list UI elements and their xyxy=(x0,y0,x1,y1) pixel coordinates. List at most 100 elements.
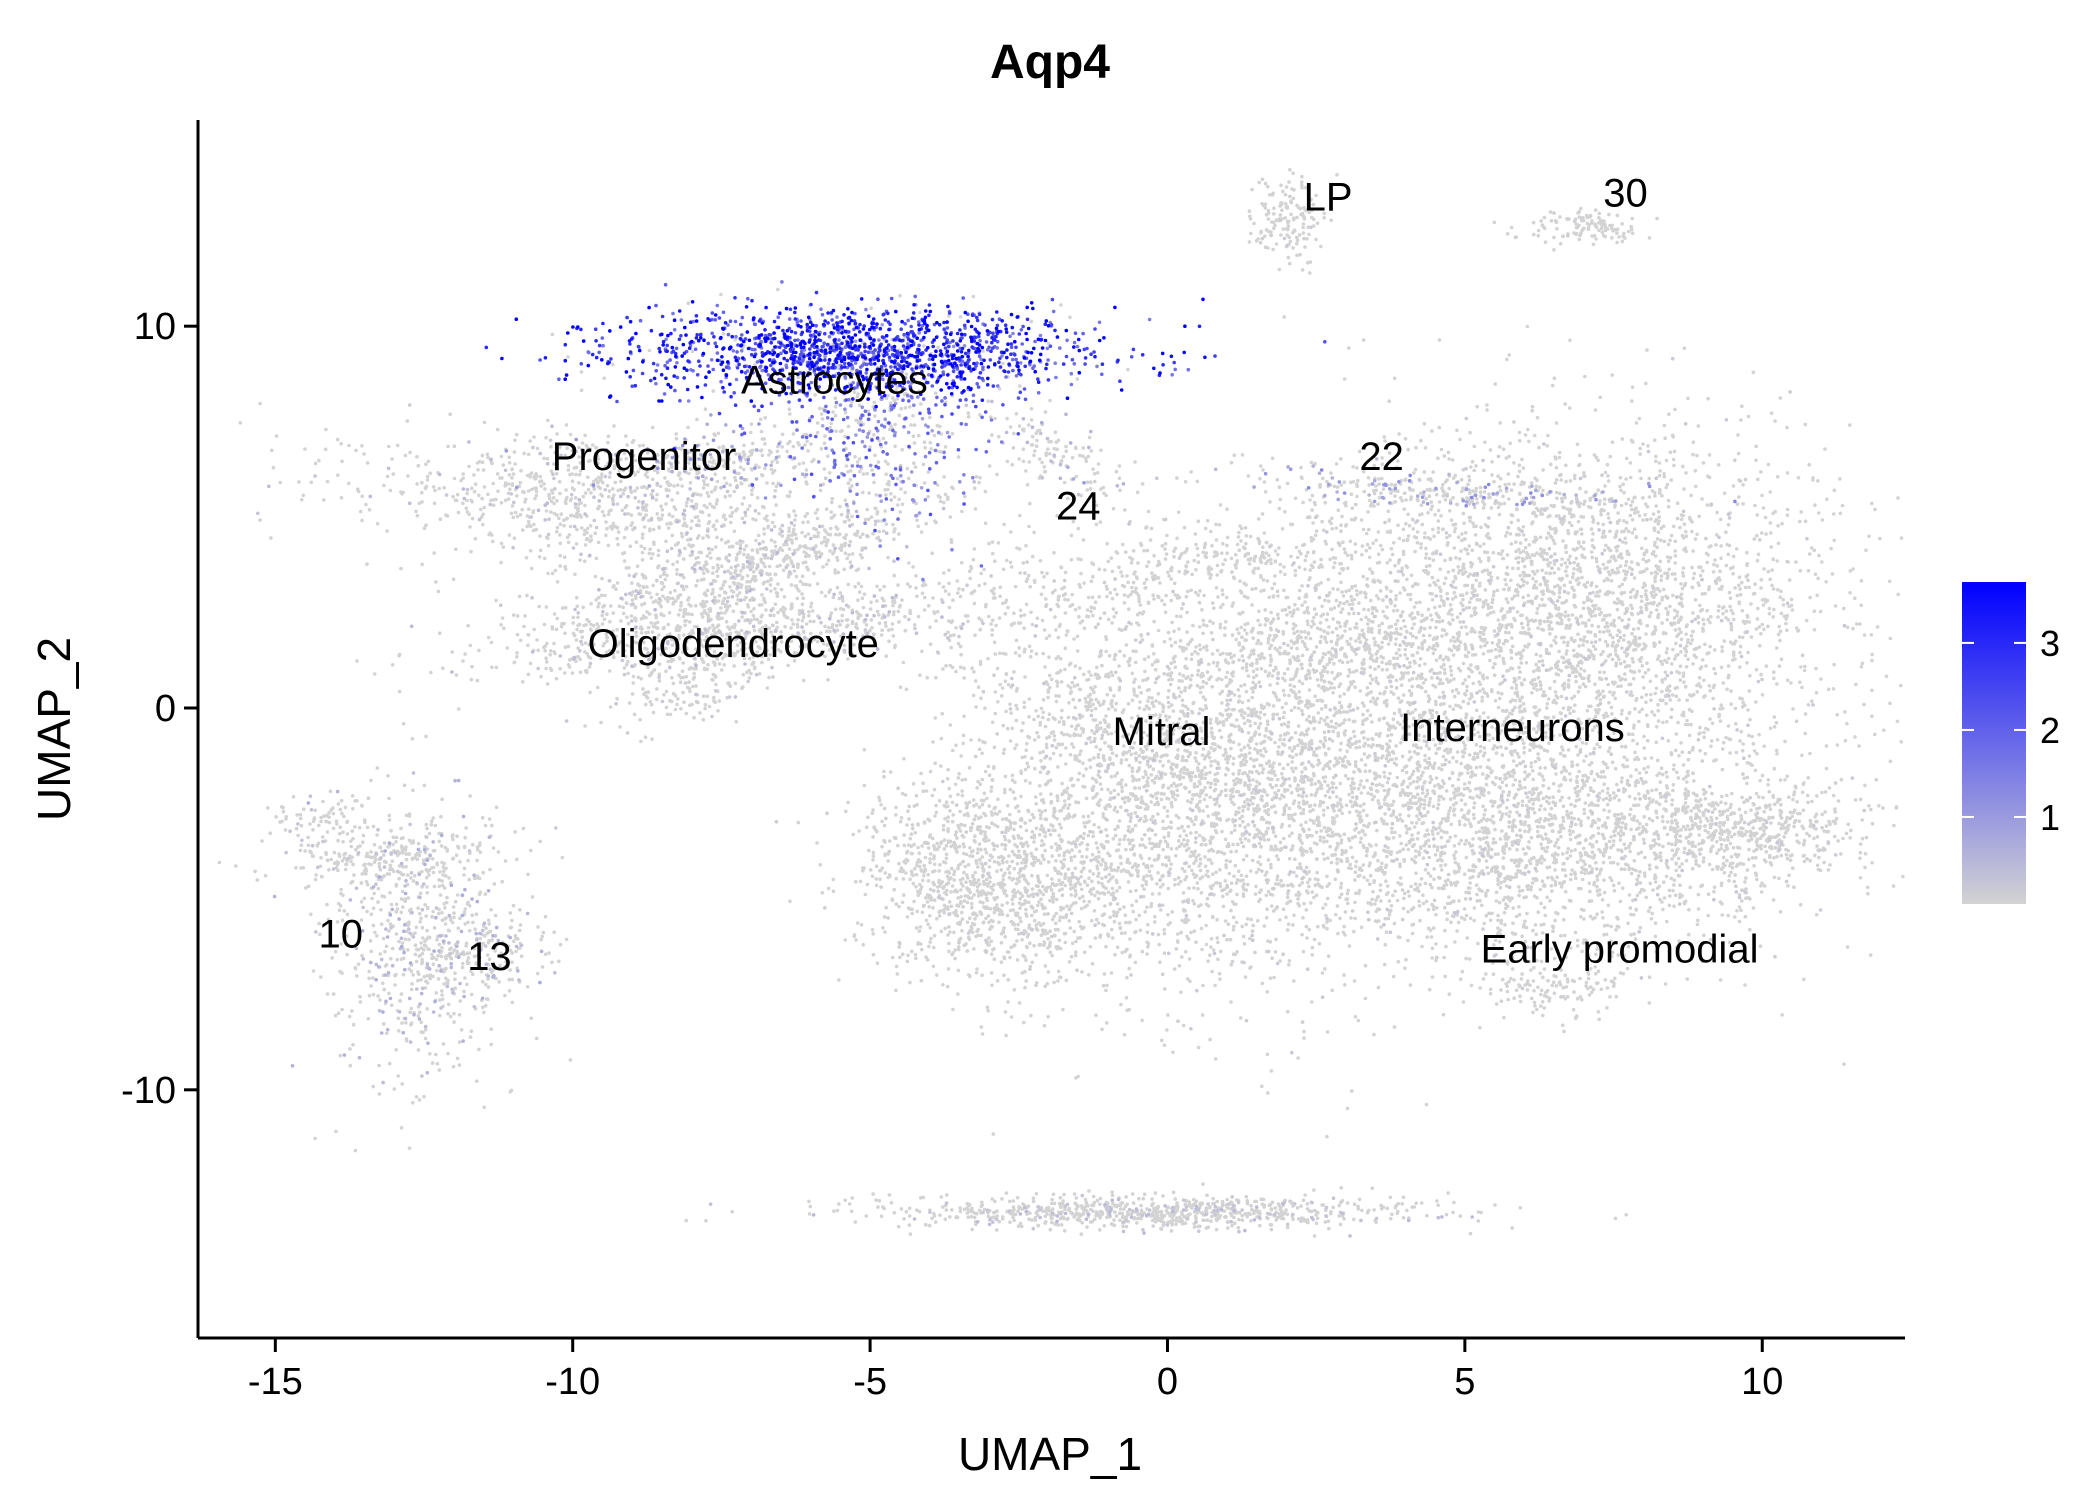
cell-point xyxy=(1708,453,1712,457)
cell-point xyxy=(1565,565,1569,569)
cell-point xyxy=(584,543,588,547)
cell-point xyxy=(1393,377,1397,381)
cell-point xyxy=(912,461,916,465)
cell-point xyxy=(1728,605,1732,609)
cell-point xyxy=(1578,454,1582,458)
cell-point xyxy=(758,603,762,607)
cell-point xyxy=(568,665,572,669)
cell-point xyxy=(1516,567,1520,571)
cell-point xyxy=(1264,182,1268,186)
cell-point xyxy=(1630,228,1634,232)
cell-point xyxy=(415,455,419,459)
cell-point xyxy=(1558,492,1562,496)
cell-point xyxy=(1071,456,1075,460)
cell-point xyxy=(660,581,664,585)
cell-point xyxy=(651,584,655,588)
cell-point xyxy=(1441,527,1445,531)
cell-point xyxy=(651,426,655,430)
cell-point xyxy=(500,455,504,459)
cell-point xyxy=(1654,674,1658,678)
cell-point xyxy=(610,527,614,531)
cell-point xyxy=(1527,642,1531,646)
cell-point xyxy=(919,402,923,406)
cell-point xyxy=(699,493,703,497)
cell-point xyxy=(746,508,750,512)
cell-point xyxy=(703,667,707,671)
cell-point xyxy=(614,481,618,485)
cell-point xyxy=(1390,547,1394,551)
cell-point xyxy=(1590,234,1594,238)
cell-point xyxy=(861,491,865,495)
cell-point xyxy=(1458,820,1462,824)
cell-point xyxy=(1313,560,1317,564)
cell-point xyxy=(732,609,736,613)
cell-point xyxy=(708,705,712,709)
cell-point xyxy=(631,692,635,696)
cell-point xyxy=(1813,503,1817,507)
cell-point xyxy=(1553,571,1557,575)
cell-point xyxy=(1315,529,1319,533)
cell-point xyxy=(582,483,586,487)
cell-point xyxy=(648,529,652,533)
cell-point xyxy=(680,484,684,488)
cell-point xyxy=(1657,719,1661,723)
cell-point xyxy=(486,493,490,497)
cell-point xyxy=(1267,217,1271,221)
cell-point xyxy=(339,442,343,446)
cell-point xyxy=(398,690,402,694)
cell-point xyxy=(737,472,741,476)
cell-point xyxy=(303,447,307,451)
cell-point xyxy=(511,482,515,486)
cell-point xyxy=(845,464,849,468)
cell-point xyxy=(645,585,649,589)
cell-point xyxy=(1112,507,1116,511)
cell-point xyxy=(1800,686,1804,690)
cell-point xyxy=(562,524,566,528)
cell-point xyxy=(1459,762,1463,766)
cell-point xyxy=(767,676,771,680)
cell-point xyxy=(1219,503,1223,507)
cell-point xyxy=(1006,606,1010,610)
cell-point xyxy=(1150,527,1154,531)
cell-point xyxy=(490,641,494,645)
cell-point xyxy=(1493,382,1497,386)
cell-point xyxy=(979,572,983,576)
cell-point xyxy=(1524,546,1528,550)
cell-point xyxy=(1044,470,1048,474)
cell-point xyxy=(1659,578,1663,582)
cell-point xyxy=(1368,499,1372,503)
cell-point xyxy=(825,507,829,511)
cell-point xyxy=(909,612,913,616)
cell-point xyxy=(1284,202,1288,206)
cell-point xyxy=(1617,235,1621,239)
cell-point xyxy=(861,532,865,536)
cell-point xyxy=(1469,516,1473,520)
cell-point xyxy=(1558,591,1562,595)
cell-point xyxy=(1318,483,1322,487)
cell-point xyxy=(1558,215,1562,219)
cell-point xyxy=(1514,540,1518,544)
cell-point xyxy=(765,572,769,576)
cell-point xyxy=(774,503,778,507)
cell-point xyxy=(929,441,933,445)
cell-point xyxy=(1780,657,1784,661)
cell-point xyxy=(1576,664,1580,668)
cell-point xyxy=(1712,667,1716,671)
cell-point xyxy=(714,579,718,583)
cell-point xyxy=(592,480,596,484)
cell-point xyxy=(1381,548,1385,552)
cell-point xyxy=(1009,425,1013,429)
cell-point xyxy=(644,735,648,739)
cell-point xyxy=(1781,598,1785,602)
cell-point xyxy=(957,642,961,646)
cell-point xyxy=(1530,761,1534,765)
cell-point xyxy=(692,716,696,720)
cell-point xyxy=(538,555,542,559)
cell-point xyxy=(1284,193,1288,197)
cell-point xyxy=(1710,739,1714,743)
cell-point xyxy=(1753,582,1757,586)
cell-point xyxy=(368,508,372,512)
cell-point xyxy=(1532,670,1536,674)
cell-point xyxy=(534,486,538,490)
cell-point xyxy=(728,483,732,487)
